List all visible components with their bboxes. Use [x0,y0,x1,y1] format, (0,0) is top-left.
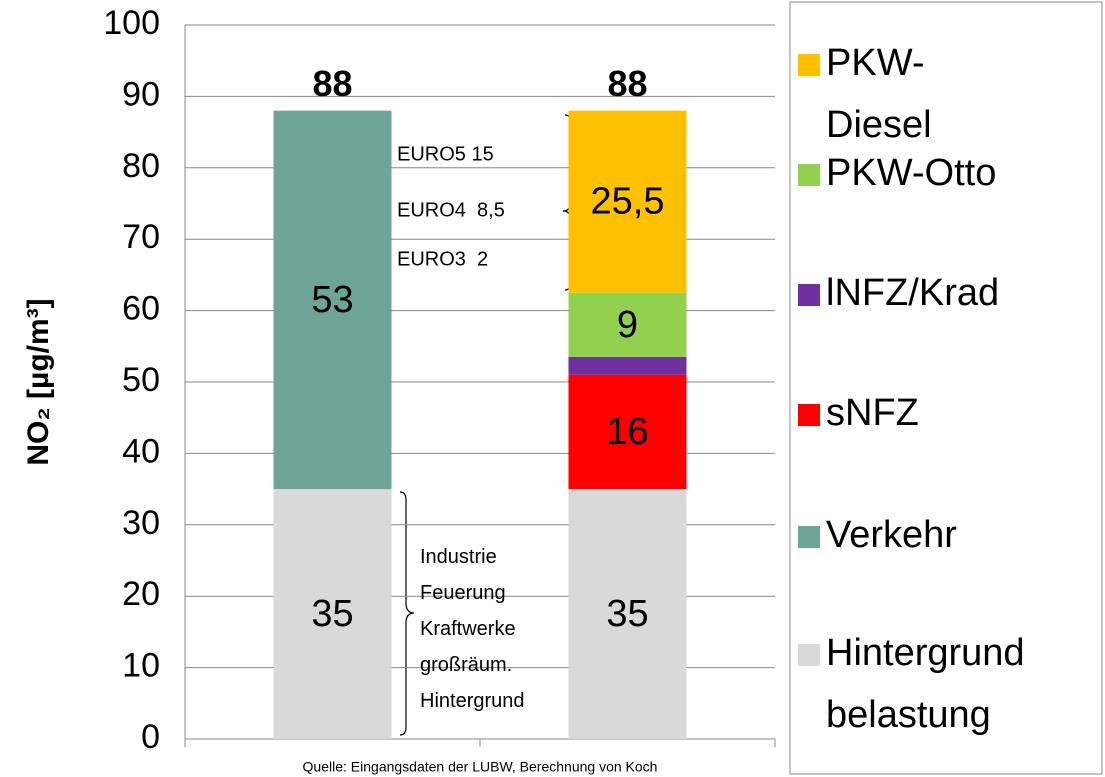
y-tick-label: 60 [122,290,160,328]
annotation: EURO3 2 [397,248,488,270]
legend-label: lNFZ/Krad [826,272,999,314]
legend-swatch [798,284,820,306]
legend-swatch [798,404,820,426]
bar-segment [273,110,392,490]
bar-segment [568,110,687,293]
y-tick-label: 10 [122,647,160,685]
y-tick-label: 90 [122,75,160,113]
brace-background [399,491,415,736]
legend-label: PKW-Otto [826,152,996,194]
y-tick-label: 0 [141,718,160,756]
bar-segment [273,489,392,739]
value-label: 9 [617,304,638,346]
y-tick-label: 80 [122,147,160,185]
legend-swatch [798,164,820,186]
legend-box [789,1,1103,775]
legend-label: PKW-Diesel [826,42,932,146]
total-label: 88 [312,63,352,104]
total-label: 88 [607,63,647,104]
y-tick-label: 70 [122,218,160,256]
annotation: EURO4 8,5 [397,199,505,221]
value-label: 16 [606,411,648,453]
value-label: 35 [311,593,353,635]
y-tick-label: 20 [122,575,160,613]
value-label: 53 [311,279,353,321]
bar-segment [568,292,687,358]
y-tick-label: 50 [122,361,160,399]
y-axis-label: NO₂ [µg/m³] [22,298,55,465]
legend-swatch [798,54,820,76]
value-label: 35 [606,593,648,635]
legend-swatch [798,644,820,666]
y-tick-label: 30 [122,504,160,542]
y-tick-label: 40 [122,432,160,470]
bar-segment [568,357,687,375]
legend-label: Verkehr [826,514,957,556]
bar-segment [568,374,687,490]
annotation: Industrie Feuerung Kraftwerke großräum. Hint… [420,546,525,712]
value-label: 25,5 [591,181,665,223]
bar-segment [568,489,687,739]
legend-label: Hintergrund belastung [826,632,1025,736]
source: Quelle: Eingangsdaten der LUBW, Berechnu… [303,759,658,775]
annotation: EURO5 15 [397,143,494,165]
legend-label: sNFZ [826,392,919,434]
y-tick-label: 100 [103,4,160,42]
legend-swatch [798,526,820,548]
